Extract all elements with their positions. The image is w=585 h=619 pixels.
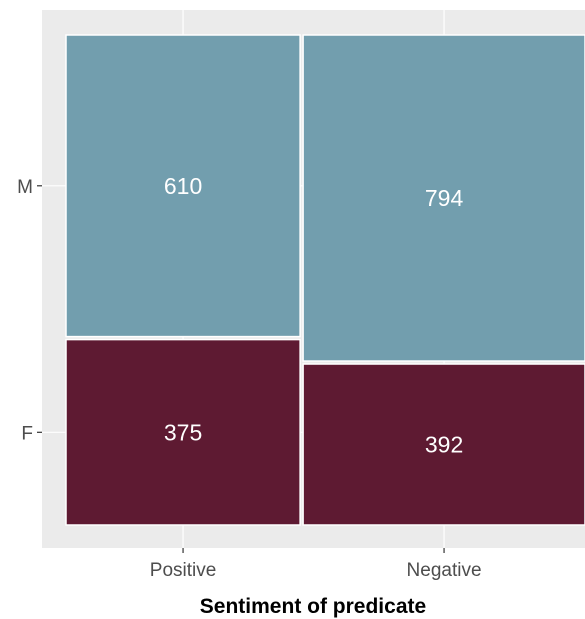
mosaic-tile-m-positive: [65, 34, 301, 338]
y-tick-label: M: [17, 177, 33, 198]
data-label: 794: [425, 185, 464, 211]
axis-layer: F M Positive Negative: [17, 177, 481, 581]
tile-layer: [65, 34, 585, 526]
mosaic-tile-f-negative: [302, 363, 585, 526]
x-tick-label: Negative: [407, 560, 482, 581]
mosaic-tile-m-negative: [302, 34, 585, 362]
data-label: 610: [164, 173, 202, 199]
data-label: 392: [425, 432, 463, 458]
y-tick-label: F: [21, 423, 33, 444]
x-tick-label: Positive: [150, 560, 217, 581]
x-axis-title: Sentiment of predicate: [200, 595, 426, 618]
data-label: 375: [164, 419, 202, 445]
mosaic-tile-f-positive: [65, 338, 301, 526]
label-layer: 375 610 392 794: [164, 173, 464, 458]
